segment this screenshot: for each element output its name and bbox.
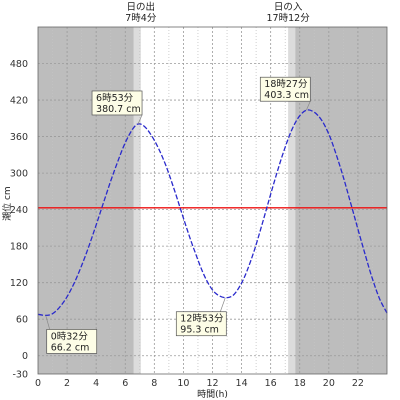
x-tick-label: 4	[93, 378, 99, 389]
sun-label-time: 7時4分	[125, 13, 157, 24]
callout-level: 95.3 cm	[180, 325, 219, 336]
x-tick-label: 12	[206, 378, 218, 389]
callout-box	[46, 329, 98, 354]
x-tick-label: 18	[294, 378, 306, 389]
x-tick-label: 14	[236, 378, 248, 389]
y-tick-label: 0	[22, 351, 28, 362]
y-tick-label: 420	[10, 96, 28, 107]
x-tick-label: 22	[352, 378, 364, 389]
y-tick-label: -30	[12, 370, 28, 381]
sun-label-time: 17時12分	[267, 13, 311, 24]
x-tick-label: 16	[265, 378, 277, 389]
x-tick-label: 8	[151, 378, 157, 389]
callout-level: 380.7 cm	[96, 104, 141, 115]
plot-frame	[37, 26, 388, 375]
y-tick-labels: -30 0 60 120 180 240 300 360 420 480	[10, 59, 28, 380]
y-tick-label: 240	[10, 205, 28, 216]
x-axis-title: 時間(h)	[197, 389, 228, 400]
tide-series-group	[37, 109, 388, 317]
x-tick-labels: 0 2 4 6 8 10 12 14 16 18 20 22	[35, 378, 364, 389]
x-tick-label: 6	[122, 378, 128, 389]
x-tick-label: 0	[35, 378, 41, 389]
sun-label-title: 日の出	[127, 1, 156, 13]
x-tick-label: 2	[64, 378, 70, 389]
plot-frame-group	[37, 26, 388, 375]
tide-curve	[37, 109, 388, 317]
callout-box	[175, 311, 227, 337]
callout-leader	[45, 315, 51, 330]
callout-level: 66.2 cm	[51, 342, 90, 353]
callout-leader	[137, 114, 143, 125]
y-axis-title: 潮位 cm	[1, 186, 13, 221]
y-tick-label: 360	[10, 132, 28, 143]
x-tick-label: 20	[323, 378, 335, 389]
y-tick-label: 60	[16, 315, 28, 326]
callout-level: 403.3 cm	[264, 90, 309, 101]
y-tick-label: 120	[10, 278, 28, 289]
grid-lines	[38, 27, 387, 374]
x-tick-label: 10	[177, 378, 189, 389]
y-tick-label: 300	[10, 169, 28, 180]
callout-leader	[219, 297, 226, 312]
callout-time: 0時32分	[51, 331, 89, 342]
y-tick-label: 180	[10, 242, 28, 253]
callout-time: 18時27分	[264, 79, 308, 90]
callout-time: 6時53分	[96, 93, 134, 104]
callout-box	[259, 76, 311, 102]
sun-label-title: 日の入	[274, 2, 303, 13]
callout-box	[91, 90, 143, 116]
callout-leader	[305, 101, 311, 111]
callout-time: 12時53分	[180, 314, 224, 325]
y-tick-label: 480	[10, 59, 28, 70]
